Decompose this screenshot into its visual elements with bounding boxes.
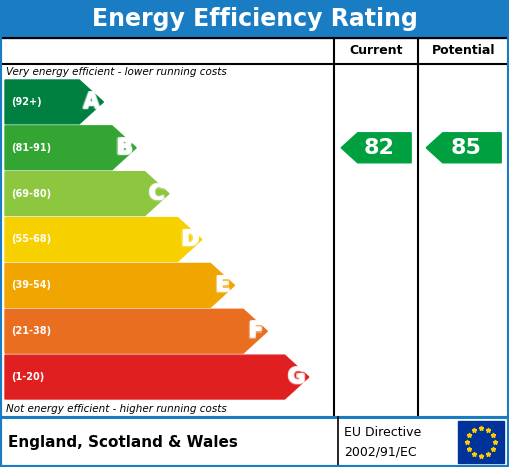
Text: Energy Efficiency Rating: Energy Efficiency Rating: [92, 7, 417, 31]
Polygon shape: [5, 263, 235, 307]
Text: D: D: [180, 229, 197, 249]
Text: C: C: [149, 184, 164, 204]
Text: B: B: [116, 138, 131, 158]
Text: G: G: [288, 367, 304, 387]
Text: Current: Current: [349, 44, 403, 57]
Text: E: E: [215, 275, 229, 295]
Text: A: A: [82, 91, 99, 111]
Text: C: C: [149, 184, 164, 204]
Text: E: E: [215, 276, 230, 295]
Text: (92+): (92+): [11, 97, 42, 107]
Text: E: E: [215, 275, 230, 295]
Text: B: B: [117, 139, 133, 159]
Bar: [0, 38, 509, 417]
Text: F: F: [249, 322, 263, 342]
Text: A: A: [83, 91, 99, 111]
Text: E: E: [216, 276, 231, 296]
Text: 2002/91/EC: 2002/91/EC: [344, 446, 417, 459]
Text: E: E: [216, 275, 231, 295]
Text: (39-54): (39-54): [11, 280, 51, 290]
Text: A: A: [84, 92, 100, 112]
Bar: [0, 0, 509, 38]
Text: C: C: [149, 184, 164, 205]
Text: D: D: [182, 229, 199, 249]
Text: 85: 85: [451, 138, 482, 158]
Text: F: F: [248, 320, 262, 340]
Text: B: B: [117, 137, 133, 157]
Text: B: B: [116, 139, 132, 159]
Text: A: A: [83, 93, 99, 113]
Text: (81-91): (81-91): [11, 143, 51, 153]
Text: D: D: [182, 229, 199, 249]
Polygon shape: [5, 126, 136, 170]
Text: F: F: [248, 321, 262, 341]
Text: Very energy efficient - lower running costs: Very energy efficient - lower running co…: [6, 67, 227, 77]
Text: B: B: [116, 137, 132, 157]
Text: 82: 82: [363, 138, 394, 158]
Text: G: G: [288, 367, 305, 387]
Text: G: G: [288, 368, 305, 388]
Bar: [0, 417, 509, 467]
Text: B: B: [116, 138, 132, 158]
Text: (55-68): (55-68): [11, 234, 51, 245]
Text: G: G: [288, 366, 304, 386]
Text: F: F: [248, 322, 262, 342]
Text: A: A: [84, 91, 100, 111]
Text: F: F: [247, 321, 262, 341]
Text: B: B: [116, 139, 131, 159]
Text: Not energy efficient - higher running costs: Not energy efficient - higher running co…: [6, 404, 227, 414]
Text: G: G: [289, 367, 306, 387]
Text: A: A: [84, 93, 100, 113]
Text: B: B: [117, 138, 133, 158]
Text: E: E: [216, 276, 231, 295]
Text: (21-38): (21-38): [11, 326, 51, 336]
Polygon shape: [5, 80, 103, 124]
Text: A: A: [82, 92, 99, 112]
Polygon shape: [426, 133, 501, 163]
Text: A: A: [83, 92, 99, 112]
Text: C: C: [150, 184, 165, 205]
Text: (69-80): (69-80): [11, 189, 51, 198]
Text: D: D: [181, 229, 199, 249]
Text: England, Scotland & Wales: England, Scotland & Wales: [8, 434, 238, 450]
Text: D: D: [180, 229, 197, 249]
Text: D: D: [180, 230, 197, 250]
Text: F: F: [247, 320, 262, 340]
Text: F: F: [249, 321, 263, 341]
Text: E: E: [215, 276, 229, 296]
Text: G: G: [288, 368, 304, 388]
Text: Potential: Potential: [432, 44, 495, 57]
Text: C: C: [149, 183, 164, 203]
Text: C: C: [149, 183, 164, 203]
Text: D: D: [181, 229, 199, 249]
Text: G: G: [289, 368, 306, 388]
Polygon shape: [5, 309, 267, 353]
Text: C: C: [149, 184, 164, 205]
Text: F: F: [249, 320, 263, 340]
Polygon shape: [5, 172, 169, 216]
Text: F: F: [247, 322, 262, 342]
Text: E: E: [215, 276, 229, 295]
Text: C: C: [150, 183, 165, 203]
Text: D: D: [181, 230, 199, 250]
Polygon shape: [341, 133, 411, 163]
Text: B: B: [116, 137, 131, 157]
Text: E: E: [215, 276, 230, 296]
Bar: [458, 421, 504, 463]
Text: C: C: [150, 184, 165, 204]
Text: D: D: [182, 230, 199, 250]
Text: A: A: [82, 93, 99, 113]
Polygon shape: [5, 218, 202, 262]
Polygon shape: [5, 355, 309, 399]
Text: G: G: [289, 366, 306, 386]
Text: G: G: [288, 366, 305, 386]
Text: (1-20): (1-20): [11, 372, 44, 382]
Text: EU Directive: EU Directive: [344, 426, 421, 439]
